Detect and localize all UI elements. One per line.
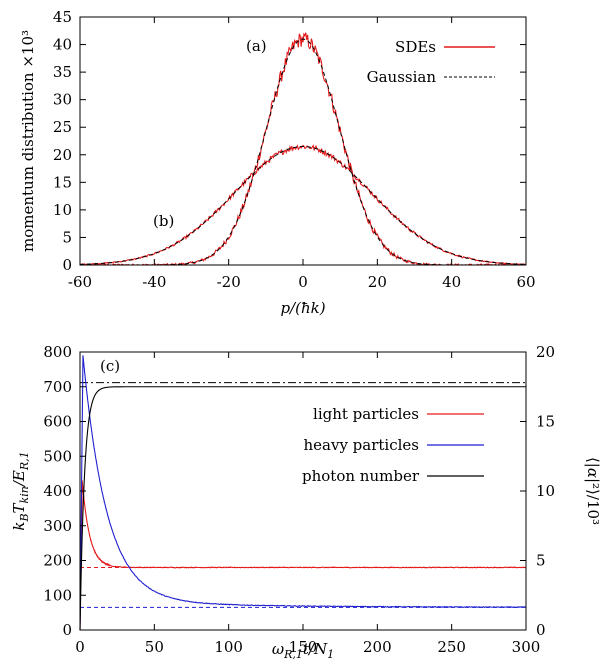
p1-x-tick-label: 60 xyxy=(516,273,535,291)
series-gaussian-b xyxy=(79,146,527,265)
p2-y-tick-label-left: 0 xyxy=(62,621,72,639)
p2-y-tick-label-left: 200 xyxy=(43,552,72,570)
p1-y-axis-label: momentum distribution ×10³ xyxy=(19,30,37,252)
p2-plot-frame xyxy=(79,351,527,631)
p1-x-tick-label: 40 xyxy=(442,273,461,291)
p2-x-tick-label: 300 xyxy=(512,638,541,656)
p2-y-tick-label-right: 10 xyxy=(536,482,555,500)
p1-y-tick-label: 45 xyxy=(53,8,72,26)
p1-x-tick-label: -20 xyxy=(217,273,241,291)
series-heavy-particles xyxy=(79,355,527,631)
p1-x-tick-label: -40 xyxy=(142,273,166,291)
p2-x-tick-label: 50 xyxy=(145,638,164,656)
series-photon-number xyxy=(79,386,526,631)
p1-x-tick-label: 0 xyxy=(298,273,308,291)
p2-x-tick-label: 250 xyxy=(437,638,466,656)
p2-ticks: 0 50 100 150 200 250 3000100200300400500600700… xyxy=(43,343,555,656)
p2-y-tick-label-left: 700 xyxy=(43,378,72,396)
p2-y-tick-label-left: 500 xyxy=(43,447,72,465)
panel-label-b: (b) xyxy=(153,212,174,230)
p2-y-tick-label-left: 800 xyxy=(43,343,72,361)
series-sdes-a xyxy=(79,32,527,266)
legend-sdes-label: SDEs xyxy=(395,38,436,56)
p2-y-tick-label-left: 600 xyxy=(43,413,72,431)
p1-y-tick-label: 25 xyxy=(53,118,72,136)
p2-y-tick-label-right: 0 xyxy=(536,621,546,639)
p2-y-axis-label-right: ⟨|α|²⟩/10³ xyxy=(584,457,602,525)
p1-y-tick-label: 0 xyxy=(62,256,72,274)
p1-y-tick-label: 35 xyxy=(53,63,72,81)
p1-y-tick-label: 40 xyxy=(53,36,72,54)
p2-y-tick-label-left: 300 xyxy=(43,517,72,535)
p2-y-tick-label-right: 15 xyxy=(536,413,555,431)
temperature-photon-chart: 0 50 100 150 200 250 3000100200300400500600700… xyxy=(10,343,602,660)
legend-heavy-label: heavy particles xyxy=(303,436,419,454)
legend-photon-label: photon number xyxy=(302,467,420,485)
p2-x-tick-label: 150 xyxy=(289,638,318,656)
p1-y-tick-label: 10 xyxy=(53,201,72,219)
p1-y-tick-label: 20 xyxy=(53,146,72,164)
p2-y-axis-label-left: kBTkin/ER,1 xyxy=(10,451,31,530)
series-sdes-b xyxy=(79,144,527,266)
p1-x-tick-label: 20 xyxy=(368,273,387,291)
p1-y-tick-label: 5 xyxy=(62,228,72,246)
p2-x-tick-label: 0 xyxy=(75,638,85,656)
momentum-distribution-chart: -60 -40 -20 0 20 40 60 0 5 10 15 20 25 30 35 40 45 (a) (… xyxy=(19,8,536,317)
panel-label-a: (a) xyxy=(246,37,267,55)
p1-x-tick-label: -60 xyxy=(68,273,92,291)
series-light-particles xyxy=(79,480,527,631)
panel-label-c: (c) xyxy=(100,357,120,375)
p1-y-tick-label: 15 xyxy=(53,173,72,191)
p2-legend: light particles heavy particles photon n… xyxy=(302,405,484,485)
p1-ticks: -60 -40 -20 0 20 40 60 0 5 10 15 20 25 30 35 40 45 xyxy=(53,8,536,291)
p2-y-tick-label-right: 5 xyxy=(536,552,546,570)
p1-curves xyxy=(79,32,527,266)
p2-x-tick-label: 100 xyxy=(214,638,243,656)
p2-y-tick-label-left: 100 xyxy=(43,586,72,604)
p1-plot-frame xyxy=(79,16,527,266)
p2-x-axis-label: ωR,1t/N1 xyxy=(272,640,334,660)
p1-x-axis-label: p/(ħk) xyxy=(280,299,325,317)
p1-legend: SDEs Gaussian xyxy=(367,38,495,86)
p2-y-tick-label-right: 20 xyxy=(536,343,555,361)
legend-light-label: light particles xyxy=(313,405,419,423)
p2-curves xyxy=(79,355,527,631)
legend-gaussian-label: Gaussian xyxy=(367,68,437,86)
p2-y-tick-label-left: 400 xyxy=(43,482,72,500)
p1-y-tick-label: 30 xyxy=(53,91,72,109)
p2-x-tick-label: 200 xyxy=(363,638,392,656)
series-gaussian-a xyxy=(80,38,526,266)
